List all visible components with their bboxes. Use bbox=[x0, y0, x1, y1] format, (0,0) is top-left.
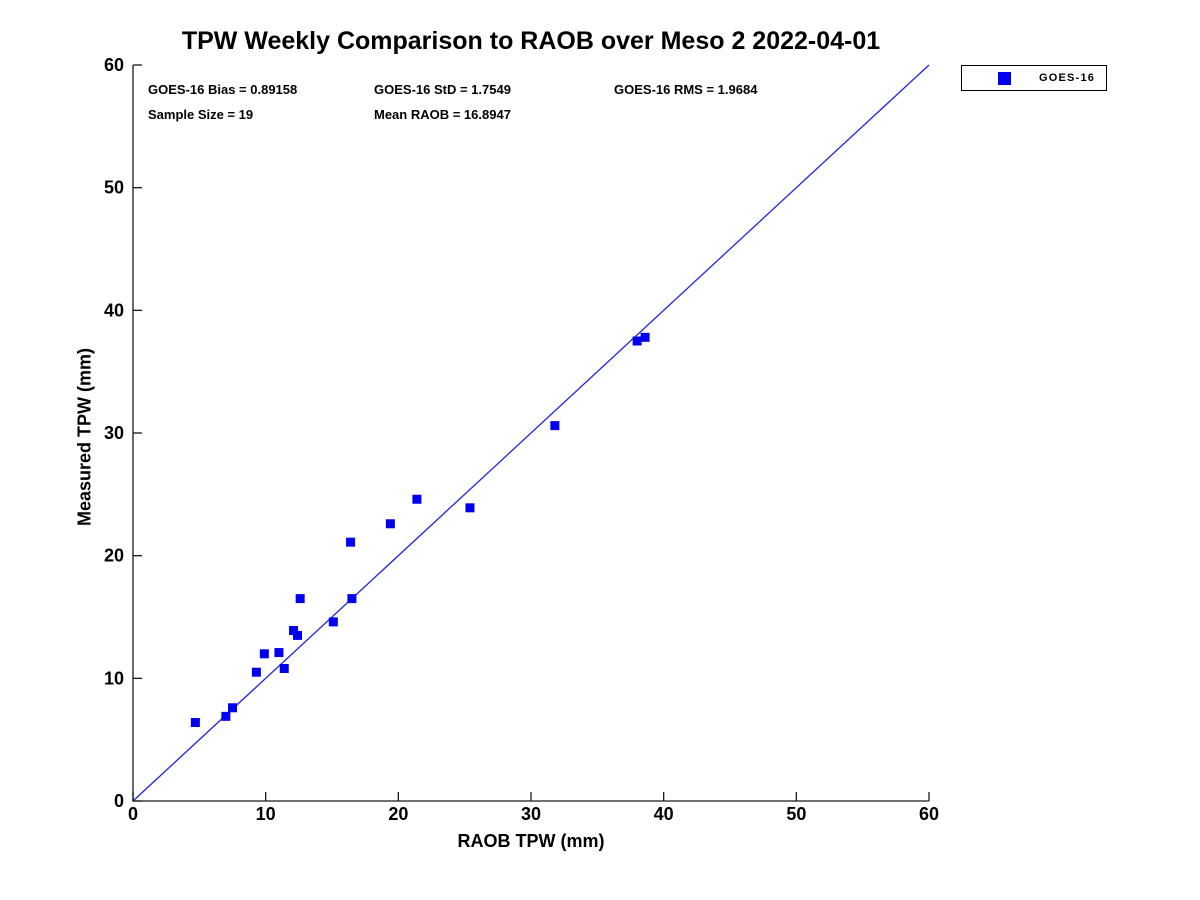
y-tick-label: 60 bbox=[104, 55, 124, 75]
y-tick-label: 20 bbox=[104, 546, 124, 566]
chart-title: TPW Weekly Comparison to RAOB over Meso … bbox=[181, 27, 881, 55]
data-point bbox=[251, 667, 261, 677]
stat-sample-size: Sample Size = 19 bbox=[148, 107, 254, 122]
data-point bbox=[550, 421, 560, 431]
data-point bbox=[279, 664, 289, 674]
y-tick-label: 0 bbox=[114, 791, 124, 811]
stat-rms: GOES-16 RMS = 1.9684 bbox=[614, 82, 758, 97]
y-tick-label: 50 bbox=[104, 178, 124, 198]
x-tick-label: 60 bbox=[919, 804, 939, 824]
stat-bias: GOES-16 Bias = 0.89158 bbox=[148, 82, 298, 97]
data-point bbox=[347, 594, 357, 604]
stat-mean-raob: Mean RAOB = 16.8947 bbox=[374, 107, 511, 122]
stat-std: GOES-16 StD = 1.7549 bbox=[374, 82, 511, 97]
y-tick-label: 10 bbox=[104, 668, 124, 688]
data-point bbox=[385, 519, 395, 529]
x-tick-label: 30 bbox=[521, 804, 541, 824]
y-tick-label: 40 bbox=[104, 300, 124, 320]
x-tick-label: 50 bbox=[786, 804, 806, 824]
square-marker-icon bbox=[998, 71, 1011, 85]
y-tick-label: 30 bbox=[104, 423, 124, 443]
x-tick-label: 40 bbox=[654, 804, 674, 824]
data-point bbox=[465, 503, 475, 513]
legend: GOES-16 bbox=[961, 65, 1107, 91]
data-point bbox=[640, 332, 650, 342]
data-point bbox=[259, 649, 269, 659]
data-point bbox=[295, 594, 305, 604]
data-point bbox=[289, 625, 299, 635]
x-tick-label: 20 bbox=[388, 804, 408, 824]
x-tick-label: 10 bbox=[256, 804, 276, 824]
data-point bbox=[221, 711, 231, 721]
x-axis-label: RAOB TPW (mm) bbox=[457, 831, 605, 851]
data-point bbox=[274, 648, 284, 658]
legend-label-goes16: GOES-16 bbox=[1039, 72, 1096, 84]
data-point bbox=[412, 494, 422, 504]
data-point bbox=[346, 537, 356, 547]
x-tick-label: 0 bbox=[128, 804, 138, 824]
data-point bbox=[293, 630, 303, 640]
data-point bbox=[632, 336, 642, 346]
data-point bbox=[328, 617, 338, 627]
data-point bbox=[190, 717, 200, 727]
data-point bbox=[228, 703, 237, 713]
identity-line bbox=[132, 64, 930, 802]
y-axis-label: Measured TPW (mm) bbox=[74, 347, 95, 527]
